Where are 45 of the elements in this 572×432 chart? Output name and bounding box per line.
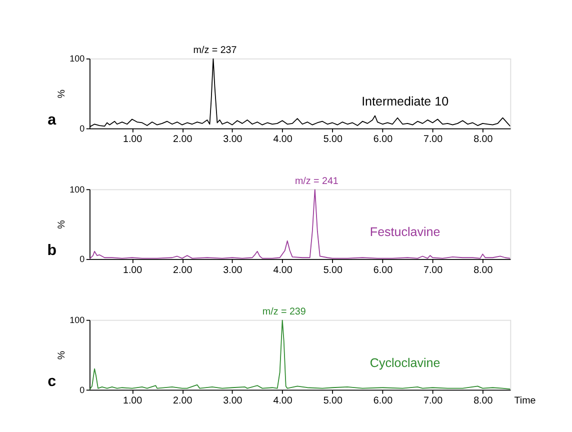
- x-tick-label: 6.00: [373, 396, 394, 407]
- annotation: Festuclavine: [370, 225, 440, 240]
- x-tick-label: 7.00: [423, 264, 444, 276]
- x-tick-label: 8.00: [474, 264, 494, 276]
- y-tick-label: 100: [70, 184, 85, 194]
- x-tick-label: 6.00: [373, 134, 394, 146]
- x-tick-label: 6.00: [373, 264, 394, 276]
- x-tick-label: 2.00: [173, 396, 193, 407]
- annotation: m/z = 237: [193, 45, 237, 56]
- x-tick-label: 4.00: [273, 264, 293, 276]
- y-tick-label: 0: [80, 123, 85, 134]
- x-tick-label: 5.00: [323, 396, 343, 407]
- annotation: Intermediate 10: [362, 94, 449, 108]
- x-tick-label: 2.00: [173, 264, 193, 276]
- y-tick-label: 100: [70, 315, 85, 326]
- x-tick-label: 1.00: [122, 264, 143, 276]
- text: c: [48, 372, 57, 390]
- x-tick-label: 7.00: [423, 134, 444, 146]
- y-axis-title: %: [56, 350, 68, 360]
- y-axis-title: %: [56, 89, 68, 98]
- x-tick-label: 8.00: [474, 396, 494, 407]
- y-axis-title: %: [56, 220, 68, 229]
- x-tick-label: 1.00: [122, 134, 143, 146]
- y-tick-label: 100: [70, 54, 85, 64]
- y-tick-label: 0: [80, 384, 85, 395]
- x-tick-label: 4.00: [273, 396, 293, 407]
- line-series: [90, 189, 510, 260]
- x-axis-title: Time: [514, 396, 536, 407]
- x-tick-label: 8.00: [474, 134, 494, 146]
- x-tick-label: 5.00: [323, 264, 343, 276]
- x-tick-label: 1.00: [122, 396, 143, 407]
- x-tick-label: 3.00: [223, 134, 243, 146]
- annotation: m/z = 239: [262, 306, 306, 318]
- x-tick-label: 2.00: [173, 134, 193, 146]
- x-tick-label: 3.00: [223, 396, 243, 407]
- line-series: [90, 320, 510, 390]
- text: b: [47, 242, 57, 260]
- x-tick-label: 7.00: [423, 396, 444, 407]
- text: a: [48, 111, 57, 128]
- y-tick-label: 0: [80, 254, 85, 264]
- annotation: Cycloclavine: [370, 356, 440, 370]
- x-tick-label: 5.00: [323, 134, 343, 146]
- annotation: m/z = 241: [294, 176, 338, 187]
- x-tick-label: 4.00: [273, 134, 293, 146]
- x-tick-label: 3.00: [223, 264, 243, 276]
